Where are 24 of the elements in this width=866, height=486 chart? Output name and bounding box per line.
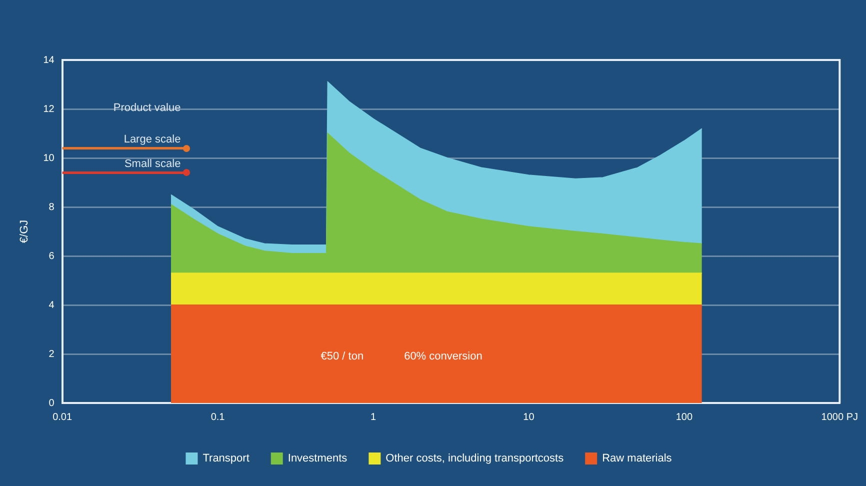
legend-label: Investments — [288, 452, 348, 465]
y-tick-label: 4 — [48, 300, 55, 311]
y-tick-label: 6 — [48, 250, 55, 262]
x-tick-label: 0.01 — [52, 412, 72, 423]
annotation: €50 / ton — [320, 350, 364, 363]
y-tick-label: 14 — [43, 54, 55, 66]
y-axis-title: €/GJ — [18, 220, 31, 244]
y-tick-label: 12 — [43, 104, 55, 115]
x-tick-label: 1 — [370, 412, 376, 423]
y-tick-label: 2 — [48, 348, 55, 360]
x-tick-label: 10 — [523, 412, 535, 423]
ref-line-label: Small scale — [124, 158, 181, 170]
annotation: 60% conversion — [404, 350, 482, 363]
annotation: Product value — [113, 102, 181, 114]
ref-line-label: Large scale — [124, 134, 181, 146]
y-tick-label: 10 — [43, 152, 55, 164]
y-tick-label: 0 — [48, 398, 55, 409]
x-tick-label: 1000 PJ — [821, 412, 858, 423]
legend-label: Transport — [202, 452, 250, 465]
x-tick-label: 100 — [676, 412, 693, 423]
legend-label: Other costs, including transportcosts — [386, 452, 564, 465]
x-tick-label: 0.1 — [210, 412, 226, 423]
y-tick-label: 8 — [48, 202, 55, 213]
legend-label: Raw materials — [602, 452, 672, 465]
